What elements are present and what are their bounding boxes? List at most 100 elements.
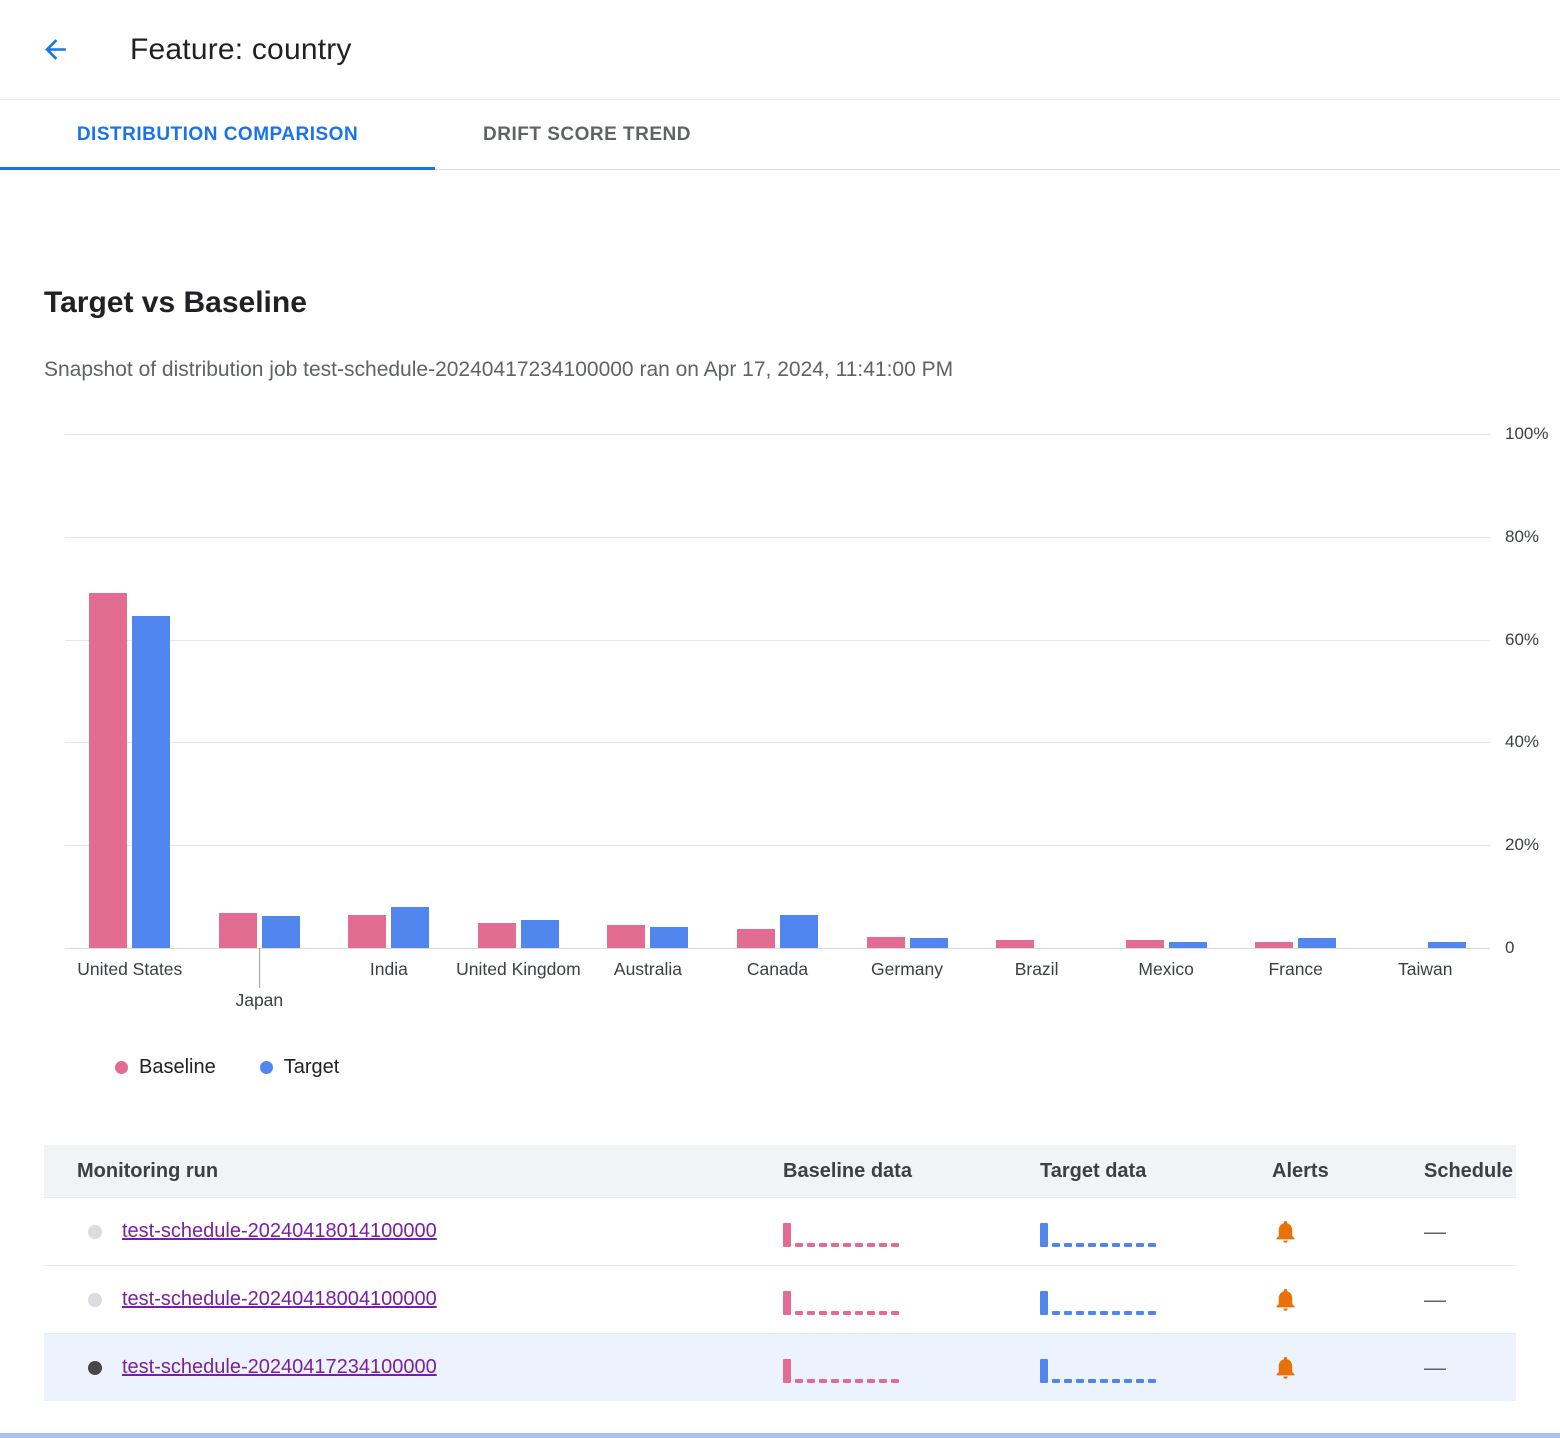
col-header-target-data: Target data bbox=[1040, 1159, 1147, 1182]
x-axis-label: United States bbox=[77, 959, 183, 979]
run-select-radio[interactable] bbox=[88, 1360, 102, 1375]
target-spark-bar bbox=[1112, 1242, 1120, 1247]
baseline-spark-bar bbox=[795, 1242, 803, 1247]
schedule-value: — bbox=[1424, 1218, 1446, 1244]
monitoring-run-link[interactable]: test-schedule-20240418004100000 bbox=[122, 1288, 437, 1310]
gridline bbox=[65, 845, 1490, 847]
baseline-bar bbox=[89, 593, 128, 948]
baseline-spark-bar bbox=[855, 1310, 863, 1315]
target-spark-bar bbox=[1076, 1310, 1084, 1315]
schedule-value: — bbox=[1424, 1354, 1446, 1380]
target-spark-bar bbox=[1136, 1378, 1144, 1383]
target-spark-bar bbox=[1040, 1358, 1048, 1383]
x-axis-slot: Brazil bbox=[1015, 948, 1059, 980]
x-axis-label: Taiwan bbox=[1397, 959, 1453, 979]
baseline-spark-bar bbox=[807, 1310, 815, 1315]
bell-icon bbox=[1276, 1220, 1295, 1243]
baseline-spark-bar bbox=[783, 1290, 791, 1315]
schedule-value: — bbox=[1424, 1286, 1446, 1312]
gridline bbox=[65, 948, 1490, 949]
x-axis-label: Canada bbox=[746, 959, 809, 979]
monitoring-run-link[interactable]: test-schedule-20240418014100000 bbox=[122, 1220, 437, 1242]
target-spark-bar bbox=[1040, 1222, 1048, 1247]
target-spark-bar bbox=[1076, 1242, 1084, 1247]
baseline-bar bbox=[348, 915, 387, 948]
bar-group bbox=[65, 434, 195, 948]
baseline-sparkline bbox=[751, 1353, 1008, 1383]
target-spark-bar bbox=[1052, 1378, 1060, 1383]
bell-icon bbox=[1276, 1288, 1295, 1311]
baseline-spark-bar bbox=[867, 1378, 875, 1383]
baseline-spark-bar bbox=[795, 1378, 803, 1383]
bar-group bbox=[454, 434, 584, 948]
target-spark-bar bbox=[1076, 1378, 1084, 1383]
target-spark-bar bbox=[1040, 1290, 1048, 1315]
target-bar bbox=[909, 938, 948, 948]
col-header-alerts: Alerts bbox=[1272, 1159, 1329, 1182]
baseline-spark-bar bbox=[831, 1310, 839, 1315]
target-sparkline bbox=[1008, 1353, 1240, 1383]
baseline-spark-bar bbox=[807, 1378, 815, 1383]
monitoring-run-link[interactable]: test-schedule-20240417234100000 bbox=[122, 1356, 437, 1378]
y-axis-tick-label: 60% bbox=[1505, 629, 1540, 649]
x-axis-label: Brazil bbox=[1014, 959, 1059, 979]
target-spark-bar bbox=[1148, 1242, 1156, 1247]
x-axis-slot: Mexico bbox=[1138, 948, 1193, 980]
target-bar bbox=[780, 915, 818, 948]
monitoring-run-cell: test-schedule-20240417234100000 bbox=[44, 1356, 751, 1379]
legend-item-target: Target bbox=[259, 1056, 339, 1079]
tab-drift-score-trend[interactable]: DRIFT SCORE TREND bbox=[483, 123, 691, 145]
baseline-spark-bar bbox=[831, 1378, 839, 1383]
run-select-radio[interactable] bbox=[88, 1224, 102, 1239]
target-bar bbox=[261, 916, 300, 948]
x-axis-slot: Japan bbox=[235, 948, 283, 1011]
alert-cell bbox=[1240, 1218, 1392, 1245]
target-bar bbox=[1168, 941, 1207, 948]
x-axis-slot: Taiwan bbox=[1398, 948, 1452, 980]
bar-group bbox=[1231, 434, 1361, 948]
gridline bbox=[65, 434, 1490, 435]
x-axis-slot: Germany bbox=[871, 948, 943, 980]
baseline-spark-bar bbox=[891, 1378, 899, 1383]
target-spark-bar bbox=[1124, 1310, 1132, 1315]
run-select-radio[interactable] bbox=[88, 1292, 102, 1307]
bar-group bbox=[842, 434, 972, 948]
target-bar bbox=[132, 616, 171, 948]
table-row: test-schedule-20240418014100000 — bbox=[44, 1197, 1516, 1265]
baseline-bar bbox=[737, 928, 775, 948]
chart-legend: Baseline Target bbox=[115, 1056, 339, 1079]
target-spark-bar bbox=[1124, 1378, 1132, 1383]
legend-label: Baseline bbox=[139, 1056, 216, 1078]
table-row: test-schedule-20240417234100000 — bbox=[44, 1333, 1516, 1401]
baseline-sparkline bbox=[751, 1217, 1008, 1247]
bar-group bbox=[324, 434, 454, 948]
target-spark-bar bbox=[1088, 1242, 1096, 1247]
x-axis-labels: United States Japan India United Kingdom Aus… bbox=[65, 948, 1490, 1038]
y-axis-tick-label: 20% bbox=[1505, 835, 1540, 855]
bar-group bbox=[1101, 434, 1231, 948]
tab-distribution-comparison[interactable]: DISTRIBUTION COMPARISON bbox=[0, 100, 435, 170]
back-button[interactable] bbox=[36, 31, 74, 69]
bar-group bbox=[583, 434, 713, 948]
baseline-spark-bar bbox=[867, 1242, 875, 1247]
axis-tick bbox=[259, 948, 261, 988]
table-header-row: Monitoring run Baseline data Target data… bbox=[44, 1145, 1516, 1197]
target-spark-bar bbox=[1100, 1242, 1108, 1247]
baseline-spark-bar bbox=[879, 1310, 887, 1315]
x-axis-slot: United States bbox=[77, 948, 182, 980]
legend-item-baseline: Baseline bbox=[115, 1056, 216, 1079]
y-axis-labels: 100% 80% 60% 40% 20% 0 bbox=[1505, 424, 1560, 957]
baseline-spark-bar bbox=[855, 1242, 863, 1247]
baseline-spark-bar bbox=[843, 1242, 851, 1247]
target-sparkline bbox=[1008, 1285, 1240, 1315]
y-axis-tick-label: 100% bbox=[1505, 424, 1549, 443]
bar-group bbox=[195, 434, 325, 948]
target-sparkline bbox=[1008, 1217, 1240, 1247]
bell-icon bbox=[1276, 1356, 1295, 1379]
x-axis-slot: France bbox=[1268, 948, 1322, 980]
target-spark-bar bbox=[1064, 1378, 1072, 1383]
legend-dot bbox=[259, 1061, 273, 1074]
back-arrow-icon bbox=[44, 39, 66, 60]
bar-group bbox=[972, 434, 1102, 948]
baseline-bar bbox=[477, 922, 516, 948]
